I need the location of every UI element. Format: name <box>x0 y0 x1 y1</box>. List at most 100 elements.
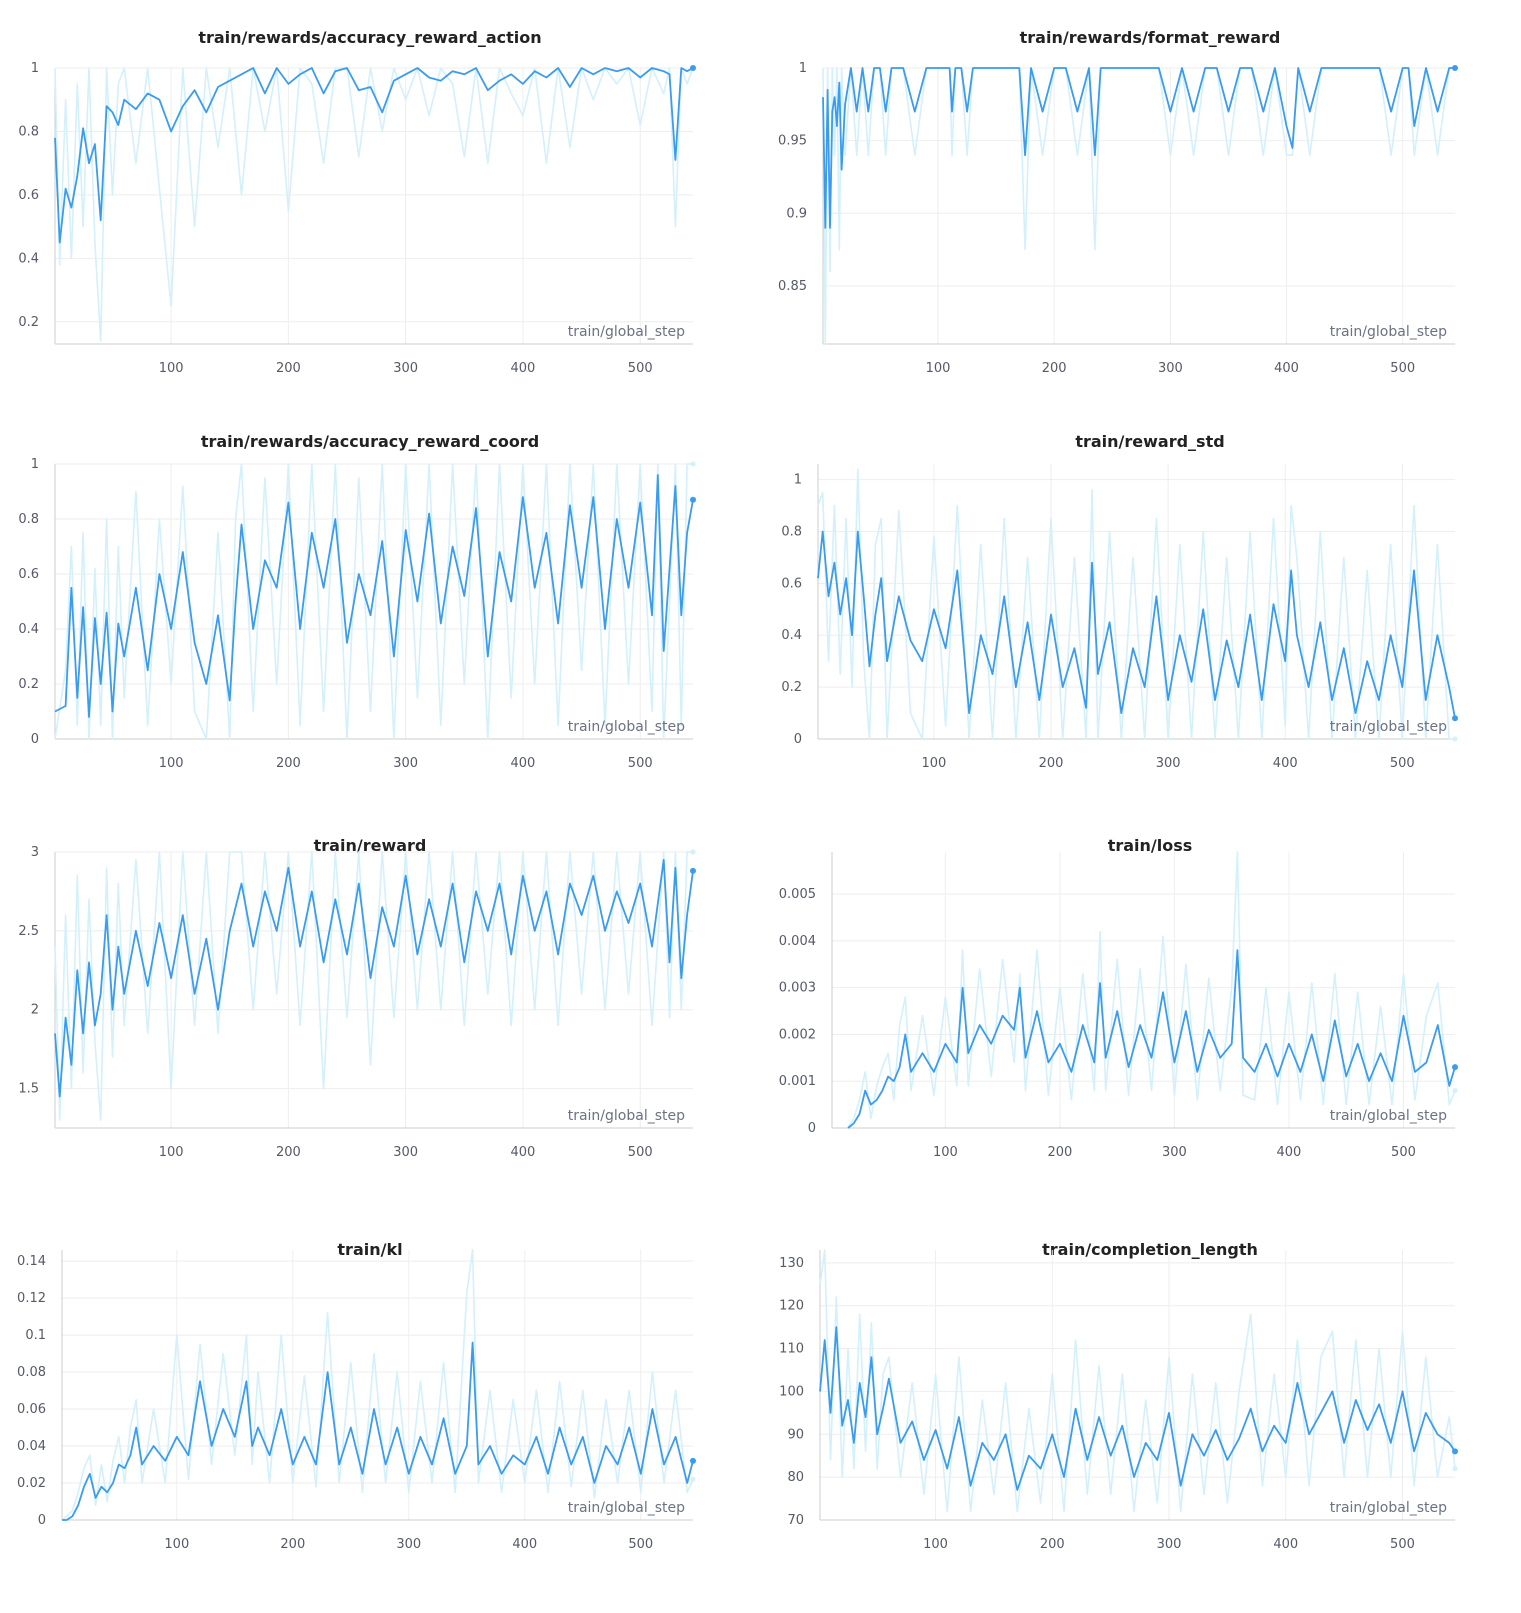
x-tick-label: 400 <box>511 756 536 771</box>
x-axis-label: train/global_step <box>1330 1108 1447 1124</box>
x-tick-label: 500 <box>1390 756 1415 771</box>
series-end-point <box>1452 715 1458 722</box>
series-end-point-raw <box>1452 1088 1458 1094</box>
y-tick-label: 1.5 <box>18 1082 39 1097</box>
y-tick-label: 0.14 <box>17 1254 46 1269</box>
x-tick-label: 500 <box>628 1537 653 1552</box>
y-tick-label: 0 <box>808 1121 816 1136</box>
y-tick-label: 0 <box>31 732 39 747</box>
chart-svg: 0 0.001 0.002 0.003 0.004 0.005 100 200 300 400 50… <box>779 851 1458 1160</box>
series-line-smoothed <box>819 1326 1456 1491</box>
chart-title: train/rewards/format_reward <box>1019 28 1281 47</box>
y-tick-label: 100 <box>779 1384 804 1399</box>
series-line-smoothed <box>54 474 694 718</box>
y-tick-label: 90 <box>787 1427 804 1442</box>
series-line-smoothed <box>822 67 1455 229</box>
y-tick-label: 0.6 <box>18 567 39 582</box>
chart-panel-5: train/loss 0 0.001 0.002 0.003 0.004 0.005 100… <box>760 836 1510 1206</box>
chart-svg: 0.2 0.4 0.6 0.8 1 100 200 300 400 500 train/global… <box>18 61 696 376</box>
chart-panel-1: train/rewards/format_reward 0.85 0.9 0.95 1… <box>760 28 1510 398</box>
x-axis-label: train/global_step <box>1330 719 1447 735</box>
y-tick-label: 0 <box>38 1513 46 1528</box>
series-line-raw <box>847 851 1456 1129</box>
chart-title: train/rewards/accuracy_reward_action <box>198 28 542 47</box>
chart-title: train/completion_length <box>1042 1240 1258 1259</box>
chart-svg: 0 0.2 0.4 0.6 0.8 1 100 200 300 400 500 train/globa… <box>18 457 696 771</box>
x-tick-label: 100 <box>926 361 951 376</box>
y-tick-label: 0.04 <box>17 1439 46 1454</box>
series-line-smoothed <box>62 1341 694 1521</box>
x-tick-label: 500 <box>628 1145 653 1160</box>
x-tick-label: 500 <box>628 756 653 771</box>
x-tick-label: 400 <box>1274 361 1299 376</box>
y-tick-label: 0.6 <box>18 188 39 203</box>
chart-title: train/rewards/accuracy_reward_coord <box>200 432 540 451</box>
y-tick-label: 80 <box>787 1470 804 1485</box>
x-tick-label: 100 <box>164 1537 189 1552</box>
series-line-raw <box>54 67 694 342</box>
series-end-point-raw <box>1452 1466 1458 1472</box>
y-tick-label: 1 <box>794 473 802 488</box>
y-tick-label: 0.4 <box>18 251 39 266</box>
x-tick-label: 400 <box>1277 1145 1302 1160</box>
chart-panel-2: train/rewards/accuracy_reward_coord 0 0.2… <box>0 432 740 802</box>
x-tick-label: 100 <box>159 756 184 771</box>
y-tick-label: 0.02 <box>17 1476 46 1491</box>
y-tick-label: 1 <box>31 457 39 472</box>
series-end-point <box>690 65 696 71</box>
series-end-point-raw <box>690 1476 696 1482</box>
chart-panel-7: train/completion_length 70 80 90 100 110 120 1… <box>760 1240 1510 1610</box>
series-line-smoothed <box>54 67 694 244</box>
x-tick-label: 500 <box>1391 1145 1416 1160</box>
y-tick-label: 2.5 <box>18 924 39 939</box>
x-tick-label: 400 <box>1273 756 1298 771</box>
chart-svg: 0 0.02 0.04 0.06 0.08 0.1 0.12 0.14 100 200 300 400… <box>17 1249 696 1552</box>
series-end-point <box>690 1457 696 1464</box>
chart-panel-0: train/rewards/accuracy_reward_action 0.2… <box>0 28 740 398</box>
x-axis-label: train/global_step <box>1330 324 1447 340</box>
x-axis-label: train/global_step <box>568 1500 685 1516</box>
x-tick-label: 100 <box>933 1145 958 1160</box>
x-tick-label: 100 <box>923 1537 948 1552</box>
y-tick-label: 0.2 <box>18 315 39 330</box>
y-tick-label: 0.2 <box>18 677 39 692</box>
chart-title: train/kl <box>337 1240 403 1259</box>
x-tick-label: 200 <box>276 361 301 376</box>
series-end-point <box>690 496 696 503</box>
y-tick-label: 1 <box>799 61 807 76</box>
y-tick-label: 1 <box>31 61 39 76</box>
y-tick-label: 3 <box>31 845 39 860</box>
series-line-smoothed <box>817 530 1456 719</box>
x-tick-label: 200 <box>1042 361 1067 376</box>
y-tick-label: 0.9 <box>786 206 807 221</box>
y-tick-label: 0 <box>794 732 802 747</box>
series-line-raw <box>817 468 1455 740</box>
series-end-point <box>690 867 696 874</box>
x-axis-label: train/global_step <box>568 719 685 735</box>
x-tick-label: 400 <box>512 1537 537 1552</box>
x-tick-label: 400 <box>511 1145 536 1160</box>
x-tick-label: 300 <box>1157 1537 1182 1552</box>
y-tick-label: 0.08 <box>17 1365 46 1380</box>
series-end-point <box>1452 65 1458 71</box>
series-line-smoothed <box>847 949 1456 1129</box>
x-tick-label: 300 <box>393 1145 418 1160</box>
x-tick-label: 300 <box>1162 1145 1187 1160</box>
chart-panel-3: train/reward_std 0 0.2 0.4 0.6 0.8 1 100 200 300… <box>760 432 1510 802</box>
y-tick-label: 2 <box>31 1003 39 1018</box>
y-tick-label: 0.001 <box>779 1074 816 1089</box>
x-tick-label: 300 <box>1156 756 1181 771</box>
chart-title: train/loss <box>1107 836 1193 855</box>
x-tick-label: 200 <box>276 1145 301 1160</box>
series-line-raw <box>54 463 693 740</box>
chart-panel-6: train/kl 0 0.02 0.04 0.06 0.08 0.1 0.12 0.14 100… <box>0 1240 740 1610</box>
chart-svg: 70 80 90 100 110 120 130 100 200 300 400 500 train/g… <box>779 1249 1458 1552</box>
x-axis-label: train/global_step <box>568 1108 685 1124</box>
x-tick-label: 100 <box>159 1145 184 1160</box>
y-tick-label: 70 <box>787 1513 804 1528</box>
y-tick-label: 110 <box>779 1342 804 1357</box>
chart-panel-4: train/reward 1.5 2 2.5 3 100 200 300 400 500 trai… <box>0 836 740 1206</box>
y-tick-label: 0.8 <box>781 524 802 539</box>
y-tick-label: 0.2 <box>781 680 802 695</box>
x-tick-label: 500 <box>1390 1537 1415 1552</box>
